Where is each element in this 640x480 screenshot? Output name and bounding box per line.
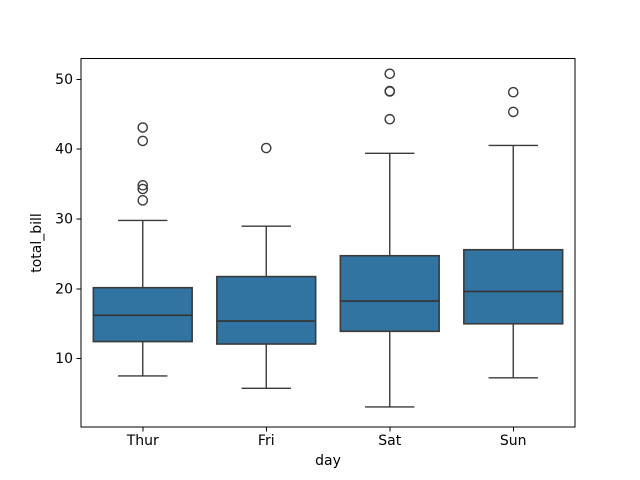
y-tick-label: 50	[55, 72, 73, 88]
box-Sat	[339, 254, 440, 333]
outlier-marker-Thur	[137, 195, 149, 206]
outlier-marker-Thur	[137, 183, 149, 195]
outlier-marker-Sun	[507, 86, 519, 98]
x-tick-label: Fri	[258, 433, 275, 449]
x-axis-title: day	[315, 453, 341, 469]
outlier-marker-Thur	[137, 122, 149, 133]
outlier-marker-Sun	[507, 106, 519, 118]
plot-border	[80, 58, 576, 428]
x-tick-label: Sat	[378, 433, 401, 449]
y-axis-title: total_bill	[29, 213, 45, 273]
box-Fri	[216, 275, 317, 345]
outlier-marker-Sat	[384, 113, 396, 125]
outlier-marker-Sat	[384, 85, 396, 97]
box-Sun	[463, 248, 564, 325]
y-tick-label: 30	[55, 212, 73, 228]
outlier-marker-Thur	[137, 180, 149, 191]
y-tick-label: 20	[55, 281, 73, 297]
y-tick-label: 40	[55, 142, 73, 158]
x-tick-label: Thur	[126, 433, 159, 449]
outlier-marker-Fri	[260, 142, 272, 154]
outlier-marker-Sat	[384, 68, 396, 80]
y-tick-label: 10	[55, 351, 73, 367]
outlier-marker-Thur	[137, 135, 149, 147]
x-tick-label: Sun	[500, 433, 527, 449]
